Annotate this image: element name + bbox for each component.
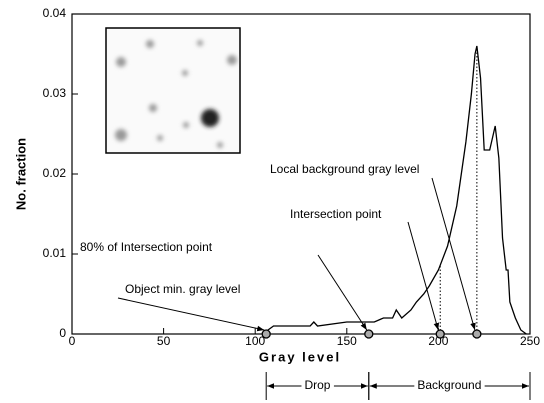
- y-tick-label: 0: [59, 326, 66, 340]
- x-axis-title: Gray level: [259, 349, 341, 364]
- marker: [261, 329, 271, 339]
- annotation-arrow: [431, 177, 476, 331]
- region-label: Background: [417, 378, 481, 392]
- x-tick-label: 50: [157, 334, 171, 348]
- region-label: Drop: [304, 378, 330, 392]
- x-tick-label: 200: [428, 334, 448, 348]
- inset-image: [105, 27, 241, 154]
- marker: [435, 329, 445, 339]
- data-line: [263, 45, 527, 335]
- x-tick-label: 0: [69, 334, 76, 348]
- annotation-text: Local background gray level: [270, 162, 419, 176]
- annotation-text: Object min. gray level: [125, 282, 240, 296]
- annotation-arrow: [117, 297, 265, 332]
- y-axis-title: No. fraction: [13, 138, 28, 210]
- y-tick-label: 0.03: [43, 86, 67, 100]
- marker: [472, 329, 482, 339]
- annotation-text: 80% of Intersection point: [80, 240, 213, 254]
- annotation-text: Intersection point: [290, 207, 382, 221]
- y-tick-label: 0.02: [43, 166, 67, 180]
- x-tick-label: 150: [337, 334, 357, 348]
- y-tick-label: 0.01: [43, 246, 67, 260]
- x-tick-label: 100: [245, 334, 265, 348]
- marker: [364, 329, 374, 339]
- x-tick-label: 250: [520, 334, 540, 348]
- annotation-arrow: [407, 221, 440, 331]
- y-tick-label: 0.04: [43, 6, 67, 20]
- annotation-arrow: [317, 254, 368, 331]
